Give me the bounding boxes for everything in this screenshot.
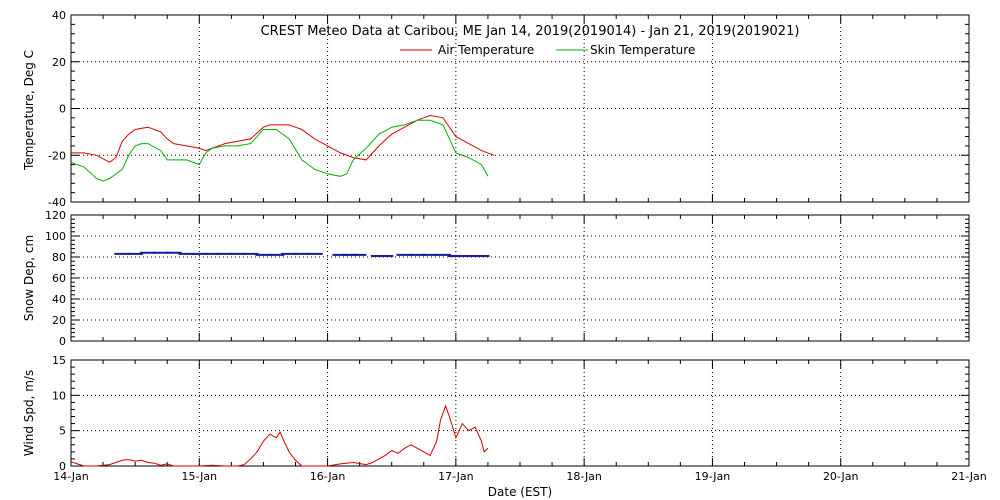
y-tick-label: 20 — [52, 314, 66, 327]
y-tick-label: -40 — [48, 196, 66, 209]
y-tick-label: 40 — [52, 9, 66, 22]
y-tick-label: -20 — [48, 149, 66, 162]
x-tick-label: 15-Jan — [182, 470, 218, 483]
x-tick-label: 17-Jan — [438, 470, 474, 483]
y-tick-label: 5 — [59, 425, 66, 438]
y-tick-label: 0 — [59, 335, 66, 348]
y-tick-label: 120 — [45, 209, 66, 222]
x-axis-label: Date (EST) — [488, 485, 552, 499]
y-tick-label: 40 — [52, 293, 66, 306]
x-tick-label: 16-Jan — [310, 470, 346, 483]
skin-temperature-line — [70, 119, 489, 182]
x-tick-label: 14-Jan — [53, 470, 89, 483]
legend: Air Temperature Skin Temperature — [400, 43, 695, 57]
y-tick-label: 10 — [52, 389, 66, 402]
y-axis-label-temperature: Temperature, Deg C — [22, 50, 36, 171]
y-tick-label: 20 — [52, 56, 66, 69]
x-tick-label: 21-Jan — [951, 470, 987, 483]
wind-speed-panel: 0 5 10 15 14-Jan 15-Jan 16-Jan 17-Jan 18-Jan 19-J… — [52, 354, 987, 483]
legend-air-label: Air Temperature — [438, 43, 534, 57]
plot-frame — [70, 359, 970, 467]
x-tick-label: 19-Jan — [695, 470, 731, 483]
temperature-panel: -40 -20 0 20 40 — [48, 9, 970, 209]
snow-depth-panel: 0 20 40 60 80 100 120 — [45, 209, 970, 348]
y-axis-label-wind: Wind Spd, m/s — [22, 370, 36, 456]
y-tick-label: 80 — [52, 251, 66, 264]
y-tick-label: 15 — [52, 354, 66, 367]
y-tick-label: 0 — [59, 460, 66, 473]
air-temperature-line — [71, 114, 495, 163]
y-tick-label: 100 — [45, 230, 66, 243]
wind-speed-line — [70, 404, 489, 467]
chart-title: CREST Meteo Data at Caribou, ME Jan 14, … — [261, 24, 800, 39]
y-axis-label-snow: Snow Dep, cm — [22, 235, 36, 321]
legend-skin-label: Skin Temperature — [590, 43, 695, 57]
x-tick-label: 20-Jan — [823, 470, 859, 483]
y-tick-label: 60 — [52, 272, 66, 285]
x-tick-label: 18-Jan — [566, 470, 602, 483]
y-tick-label: 0 — [59, 103, 66, 116]
